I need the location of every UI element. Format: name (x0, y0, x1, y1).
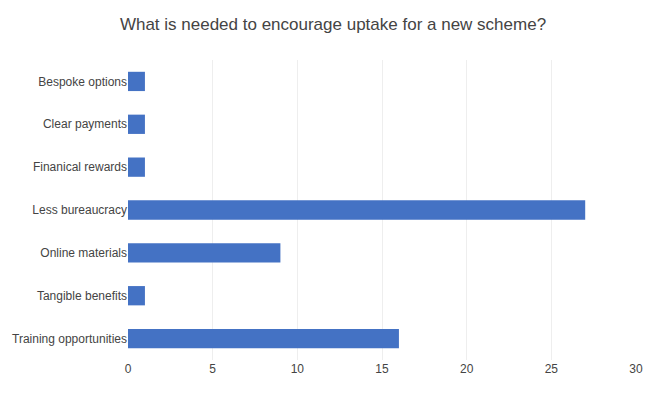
svg-text:Online materials: Online materials (40, 246, 127, 260)
svg-text:10: 10 (291, 362, 305, 376)
svg-text:0: 0 (125, 362, 132, 376)
svg-text:25: 25 (545, 362, 559, 376)
svg-text:What is needed to encourage up: What is needed to encourage uptake for a… (120, 15, 546, 34)
svg-text:Bespoke options: Bespoke options (38, 75, 127, 89)
svg-text:Less bureaucracy: Less bureaucracy (32, 203, 127, 217)
svg-text:30: 30 (629, 362, 643, 376)
svg-text:15: 15 (375, 362, 389, 376)
svg-text:Finanical rewards: Finanical rewards (33, 160, 127, 174)
svg-text:Clear payments: Clear payments (43, 117, 127, 131)
svg-text:Tangible benefits: Tangible benefits (37, 289, 127, 303)
svg-text:Training opportunities: Training opportunities (12, 332, 127, 346)
svg-text:5: 5 (209, 362, 216, 376)
svg-text:20: 20 (460, 362, 474, 376)
